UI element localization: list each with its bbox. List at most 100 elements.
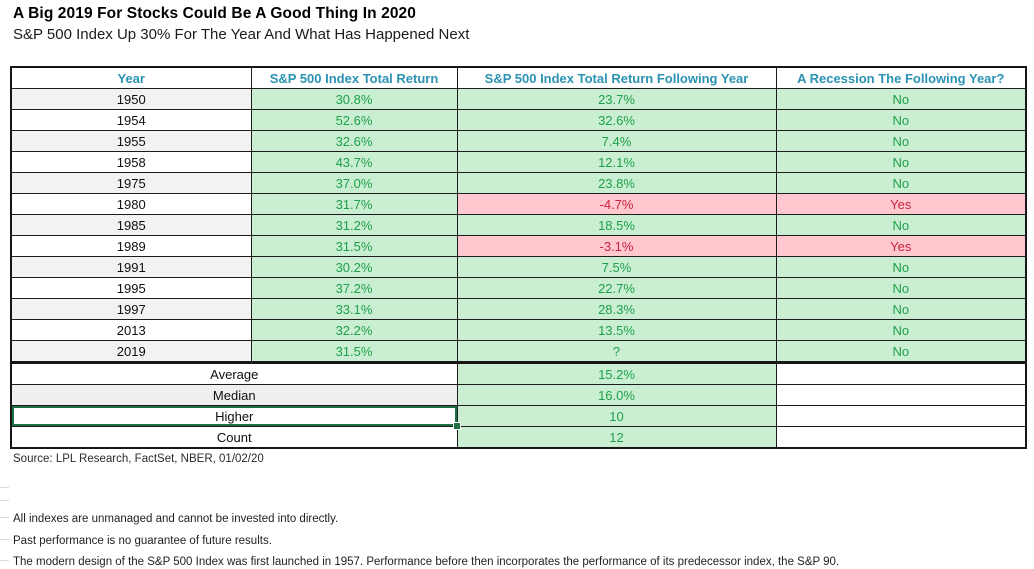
summary-row: Count 12 [10, 426, 1027, 449]
next-year-return-cell: 28.3% [456, 298, 777, 320]
total-return-cell: 30.8% [250, 88, 458, 110]
total-return-cell: 37.0% [250, 172, 458, 194]
summary-body: Average 15.2% Median 16.0% Higher 10 Count 12 [10, 361, 1027, 449]
table-row: 1997 33.1% 28.3% No [10, 298, 1027, 320]
next-year-return-cell: 23.7% [456, 88, 777, 110]
recession-cell: Yes [775, 235, 1027, 257]
summary-value-cell: 15.2% [456, 361, 777, 385]
year-cell: 1958 [10, 151, 252, 173]
table-row: 1980 31.7% -4.7% Yes [10, 193, 1027, 215]
year-cell: 1975 [10, 172, 252, 194]
summary-value-cell: 12 [456, 426, 777, 449]
table-row: 1954 52.6% 32.6% No [10, 109, 1027, 131]
year-cell: 1954 [10, 109, 252, 131]
year-cell: 1989 [10, 235, 252, 257]
table-row: 1991 30.2% 7.5% No [10, 256, 1027, 278]
next-year-return-cell: 7.4% [456, 130, 777, 152]
next-year-return-cell: 22.7% [456, 277, 777, 299]
summary-empty-cell [775, 361, 1027, 385]
summary-label-cell: Median [10, 384, 458, 406]
table-row: 1958 43.7% 12.1% No [10, 151, 1027, 173]
total-return-cell: 30.2% [250, 256, 458, 278]
disclosure-note-2: Past performance is no guarantee of futu… [13, 535, 272, 547]
total-return-cell: 32.6% [250, 130, 458, 152]
disclosure-note-3: The modern design of the S&P 500 Index w… [13, 556, 840, 568]
figure-title: A Big 2019 For Stocks Could Be A Good Th… [13, 5, 416, 22]
table-body: 1950 30.8% 23.7% No 1954 52.6% 32.6% No 1955 32.6… [10, 88, 1027, 363]
total-return-cell: 52.6% [250, 109, 458, 131]
summary-value-cell: 10 [456, 405, 777, 427]
next-year-return-cell: -4.7% [456, 193, 777, 215]
summary-empty-cell [775, 405, 1027, 427]
next-year-return-cell: 7.5% [456, 256, 777, 278]
table-row: 1985 31.2% 18.5% No [10, 214, 1027, 236]
table-row: 1950 30.8% 23.7% No [10, 88, 1027, 110]
returns-table: Year S&P 500 Index Total Return S&P 500 … [10, 66, 1027, 449]
gridline-stub [0, 560, 9, 561]
recession-cell: No [775, 151, 1027, 173]
recession-cell: No [775, 298, 1027, 320]
recession-cell: No [775, 172, 1027, 194]
summary-row: Average 15.2% [10, 361, 1027, 385]
recession-cell: No [775, 340, 1027, 363]
next-year-return-cell: 32.6% [456, 109, 777, 131]
column-header-following-year-return: S&P 500 Index Total Return Following Yea… [456, 66, 777, 89]
summary-empty-cell [775, 426, 1027, 449]
total-return-cell: 31.7% [250, 193, 458, 215]
recession-cell: No [775, 130, 1027, 152]
recession-cell: No [775, 109, 1027, 131]
disclosure-note-1: All indexes are unmanaged and cannot be … [13, 513, 339, 525]
summary-label-cell: Count [10, 426, 458, 449]
summary-label-cell: Average [10, 361, 458, 385]
year-cell: 1985 [10, 214, 252, 236]
total-return-cell: 33.1% [250, 298, 458, 320]
next-year-return-cell: 18.5% [456, 214, 777, 236]
summary-value-cell: 16.0% [456, 384, 777, 406]
year-cell: 1991 [10, 256, 252, 278]
next-year-return-cell: 13.5% [456, 319, 777, 341]
summary-empty-cell [775, 384, 1027, 406]
total-return-cell: 32.2% [250, 319, 458, 341]
table-row: 1975 37.0% 23.8% No [10, 172, 1027, 194]
header-row: Year S&P 500 Index Total Return S&P 500 … [10, 66, 1027, 89]
year-cell: 1955 [10, 130, 252, 152]
next-year-return-cell: -3.1% [456, 235, 777, 257]
year-cell: 1980 [10, 193, 252, 215]
table-row: 2019 31.5%? No [10, 340, 1027, 363]
recession-cell: No [775, 214, 1027, 236]
next-year-return-cell: ? [456, 340, 777, 363]
total-return-cell: 43.7% [250, 151, 458, 173]
next-year-return-cell: 23.8% [456, 172, 777, 194]
table-row: 2013 32.2% 13.5% No [10, 319, 1027, 341]
recession-cell: Yes [775, 193, 1027, 215]
column-header-total-return: S&P 500 Index Total Return [250, 66, 458, 89]
gridline-stub [0, 500, 9, 501]
source-note: Source: LPL Research, FactSet, NBER, 01/… [13, 453, 264, 465]
year-cell: 1995 [10, 277, 252, 299]
table-row: 1989 31.5% -3.1% Yes [10, 235, 1027, 257]
total-return-cell: 31.5% [250, 340, 458, 363]
recession-cell: No [775, 256, 1027, 278]
table-row: 1995 37.2% 22.7% No [10, 277, 1027, 299]
gridline-stub [0, 539, 9, 540]
next-year-return-cell: 12.1% [456, 151, 777, 173]
total-return-cell: 31.5% [250, 235, 458, 257]
gridline-stub [0, 517, 9, 518]
year-cell: 2013 [10, 319, 252, 341]
column-header-recession: A Recession The Following Year? [775, 66, 1027, 89]
total-return-cell: 31.2% [250, 214, 458, 236]
recession-cell: No [775, 319, 1027, 341]
recession-cell: No [775, 88, 1027, 110]
gridline-stub [0, 487, 9, 488]
recession-cell: No [775, 277, 1027, 299]
summary-row: Median 16.0% [10, 384, 1027, 406]
total-return-cell: 37.2% [250, 277, 458, 299]
year-cell: 1997 [10, 298, 252, 320]
column-header-year: Year [10, 66, 252, 89]
summary-label-cell: Higher [10, 405, 461, 431]
year-cell: 2019 [10, 340, 252, 363]
year-cell: 1950 [10, 88, 252, 110]
summary-row: Higher 10 [10, 405, 1027, 431]
figure-subtitle: S&P 500 Index Up 30% For The Year And Wh… [13, 26, 470, 43]
table-header: Year S&P 500 Index Total Return S&P 500 … [10, 66, 1027, 89]
